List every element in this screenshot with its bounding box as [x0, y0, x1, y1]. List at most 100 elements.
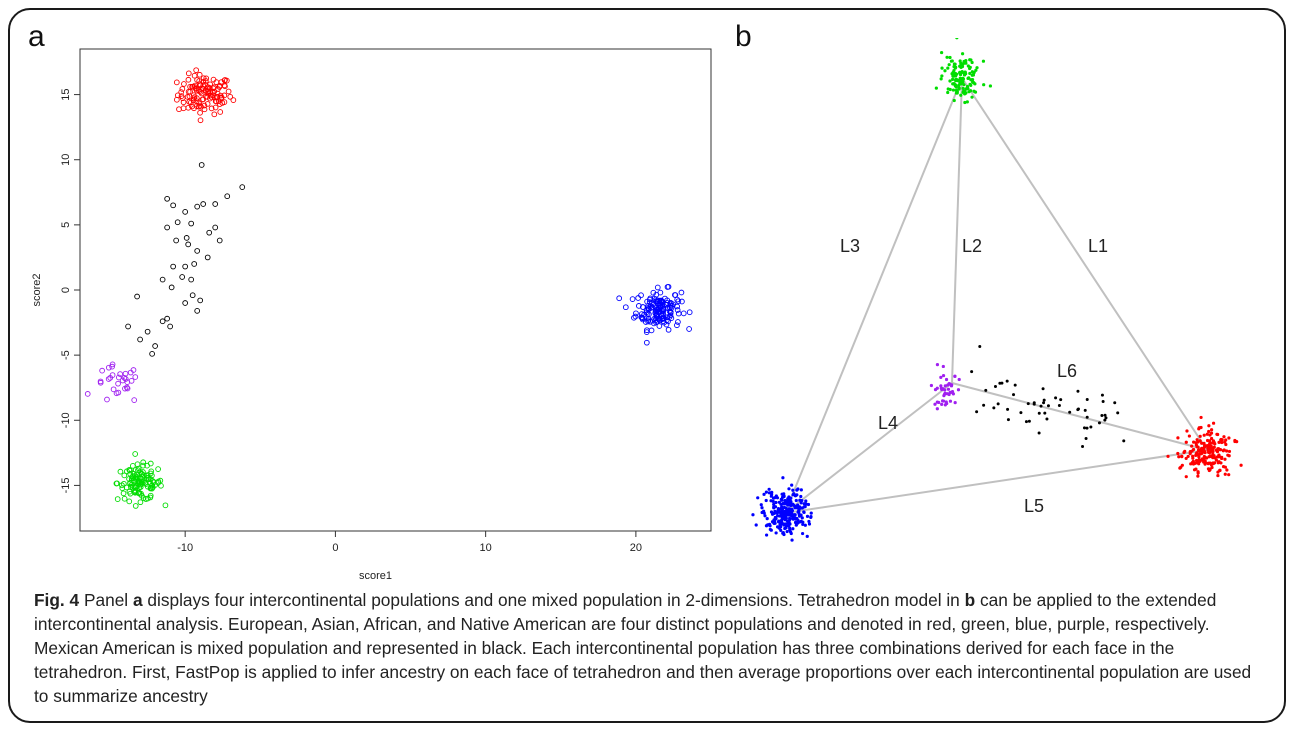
blue-point: [668, 315, 675, 322]
red-point: [196, 71, 203, 78]
red-dot: [1208, 441, 1212, 445]
blue-point: [665, 318, 671, 325]
scatter-plot-a: -10 0 10 20 -15 -10 -5 0 5 10 15 score1 score2: [31, 48, 712, 582]
blue-dot: [791, 493, 795, 497]
blue-dot: [781, 502, 785, 506]
y-tick-label: -5: [60, 350, 72, 360]
black-point: [200, 201, 207, 207]
purple-point: [124, 385, 131, 392]
panel-a-letter: a: [28, 20, 45, 53]
green-point: [143, 481, 149, 487]
blue-dot: [769, 528, 773, 532]
red-point: [205, 88, 211, 94]
tetra-edge: [784, 449, 1208, 514]
red-dot: [1211, 461, 1215, 465]
blue-dot: [797, 512, 801, 517]
black-dot: [1041, 387, 1045, 391]
blue-point: [675, 298, 682, 305]
blue-dot: [774, 511, 778, 515]
red-point: [173, 79, 180, 86]
blue-dot: [799, 494, 803, 499]
black-dot: [1037, 411, 1041, 415]
green-point: [147, 494, 154, 501]
green-dot: [968, 58, 972, 62]
red-point: [186, 93, 193, 100]
blue-dot: [803, 505, 807, 509]
green-point: [138, 492, 145, 499]
tetra-edge: [951, 77, 963, 384]
red-dot: [1197, 455, 1201, 459]
blue-dot: [760, 506, 764, 510]
red-dot: [1205, 432, 1209, 436]
purple-dot: [944, 377, 949, 382]
y-tick-label: 10: [60, 154, 72, 166]
red-dot: [1223, 457, 1227, 461]
blue-point: [663, 321, 670, 328]
green-dot: [953, 71, 958, 76]
blue-point: [653, 298, 659, 304]
blue-dot: [787, 487, 791, 491]
green-point: [117, 468, 124, 475]
green-point: [135, 478, 142, 485]
blue-dot: [791, 527, 795, 531]
green-dot: [971, 80, 975, 84]
caption-ref-b: b: [964, 590, 976, 610]
green-dot: [963, 100, 967, 105]
red-dot: [1196, 474, 1200, 478]
red-point: [213, 79, 220, 85]
blue-dot: [781, 476, 785, 480]
red-dot: [1211, 421, 1216, 425]
green-dot: [970, 95, 974, 99]
green-dot: [982, 83, 986, 87]
purple-point: [110, 386, 117, 393]
green-dot: [958, 76, 962, 80]
y-axis-label: score2: [31, 273, 43, 306]
blue-point: [647, 295, 654, 302]
red-point: [197, 109, 203, 116]
blue-dot: [769, 499, 773, 503]
blue-point: [678, 289, 685, 296]
blue-dot: [804, 502, 808, 506]
red-dot: [1205, 456, 1209, 460]
green-dot: [967, 76, 971, 80]
blue-dot: [805, 534, 809, 538]
green-dot: [951, 77, 955, 81]
y-tick-label: 5: [60, 222, 72, 228]
blue-point: [657, 303, 664, 310]
blue-dot: [793, 504, 797, 509]
green-point: [140, 459, 147, 466]
blue-dot: [775, 525, 780, 529]
blue-dot: [774, 500, 778, 505]
black-dot: [1012, 393, 1016, 397]
green-point: [138, 470, 145, 477]
black-dot: [1027, 419, 1031, 423]
black-dot: [1042, 401, 1046, 405]
caption-label: Fig. 4: [34, 590, 80, 610]
red-point: [196, 103, 202, 110]
red-dot: [1227, 454, 1231, 458]
blue-dot: [802, 510, 806, 514]
edge-label-l6: L6: [1057, 361, 1077, 381]
black-point: [239, 184, 246, 190]
black-point: [204, 254, 211, 261]
green-dot: [964, 58, 968, 63]
blue-dot: [762, 492, 766, 496]
red-dot: [1218, 468, 1222, 472]
red-dot: [1200, 457, 1204, 461]
blue-dot: [797, 505, 802, 509]
black-point: [164, 315, 170, 322]
red-point: [197, 102, 203, 109]
purple-point: [117, 371, 123, 377]
edge-label-l3: L3: [840, 236, 860, 256]
red-dot: [1180, 463, 1184, 467]
blue-point: [632, 313, 639, 320]
red-point: [197, 117, 204, 124]
blue-dot: [807, 519, 811, 524]
black-dot: [1076, 389, 1080, 393]
black-point: [152, 343, 158, 349]
purple-dot: [944, 400, 948, 404]
tetra-edge: [784, 77, 963, 514]
blue-dot: [790, 538, 794, 542]
blue-dot: [782, 492, 786, 496]
blue-point: [645, 318, 651, 325]
